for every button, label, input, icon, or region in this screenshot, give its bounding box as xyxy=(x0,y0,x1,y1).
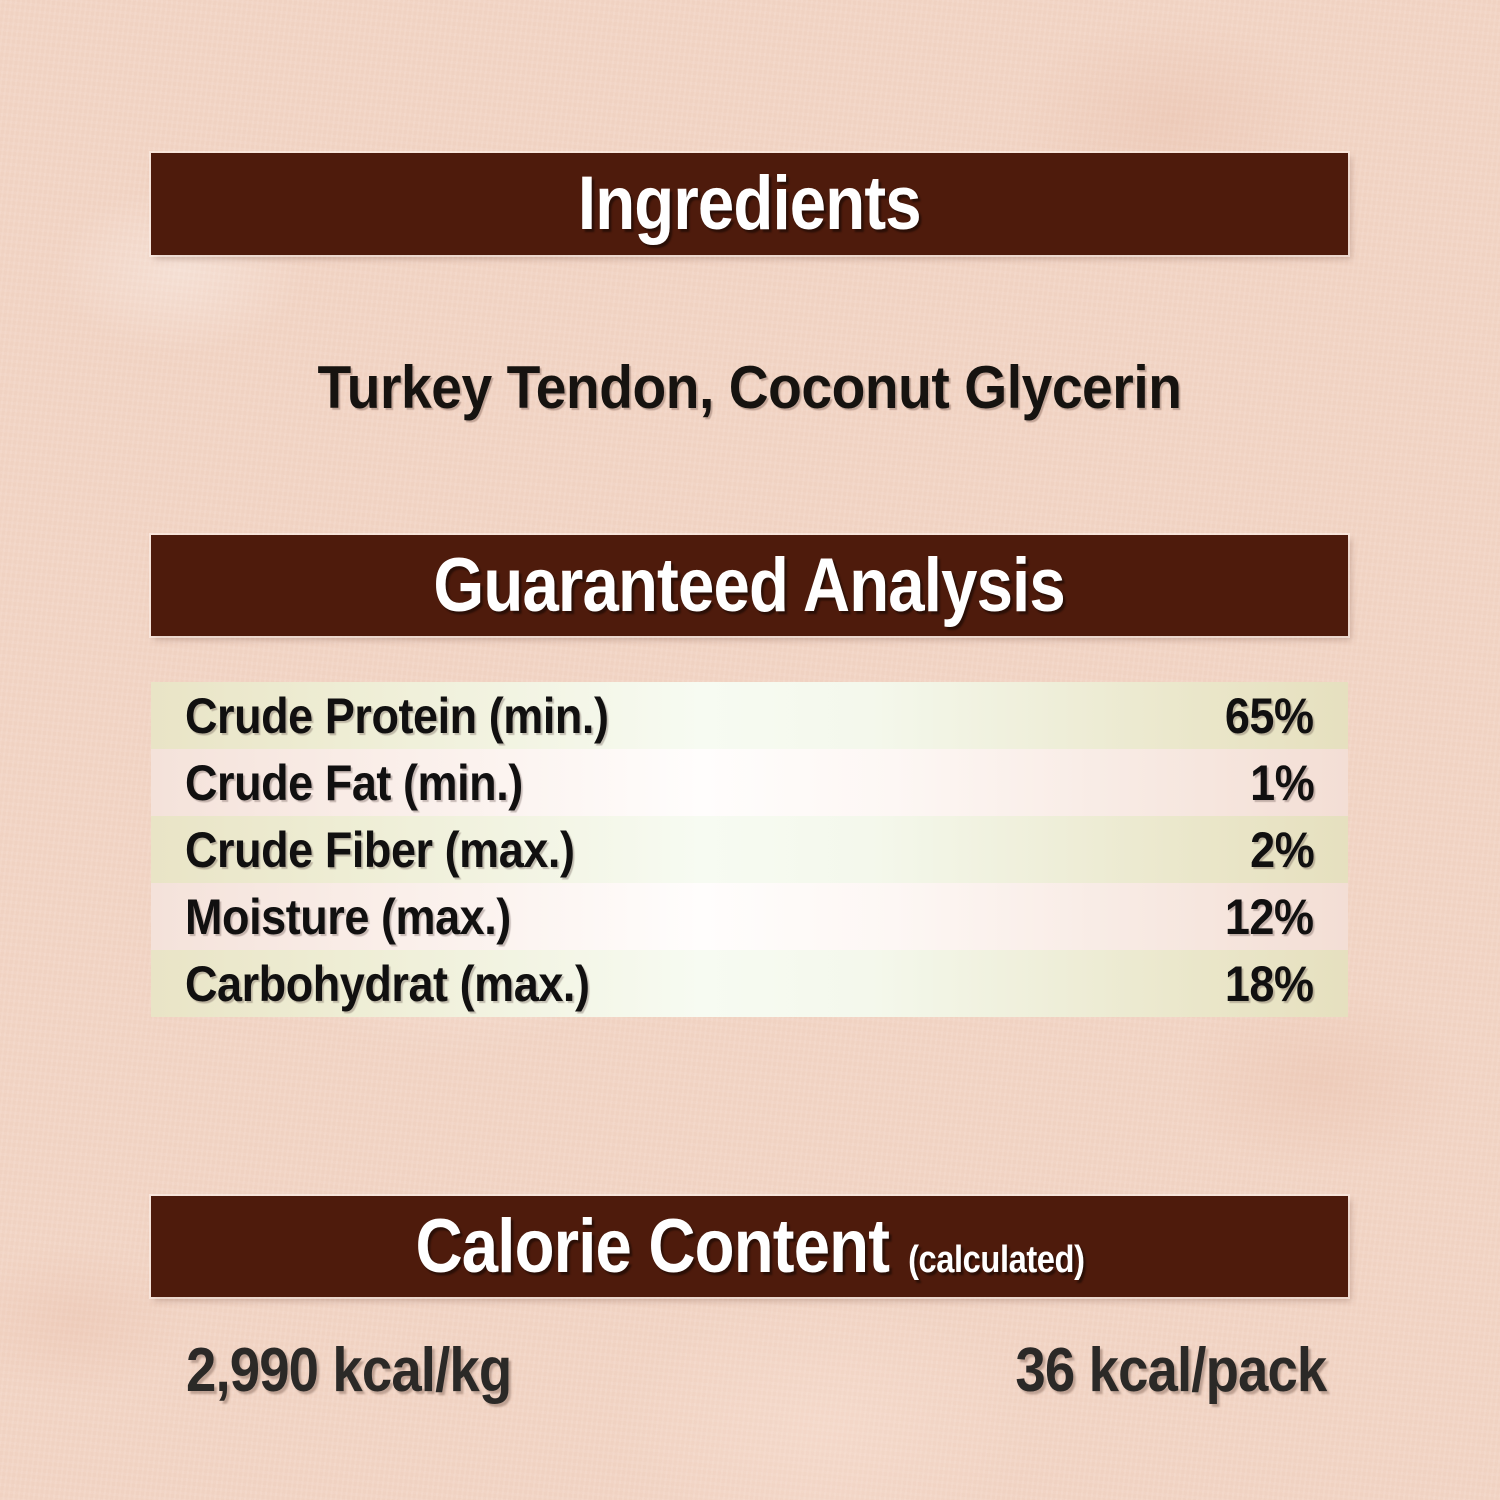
analysis-nutrient-value: 2% xyxy=(1249,821,1315,878)
guaranteed-analysis-heading-banner: Guaranteed Analysis xyxy=(151,535,1348,636)
table-row: Moisture (max.) 12% xyxy=(151,883,1348,950)
analysis-nutrient-label: Moisture (max.) xyxy=(185,888,511,945)
calorie-content-heading-text: Calorie Content (calculated) xyxy=(415,1208,1085,1285)
analysis-nutrient-value: 1% xyxy=(1249,754,1315,811)
analysis-nutrient-label: Crude Fiber (max.) xyxy=(185,821,575,878)
calorie-per-kilogram-value: 2,990 kcal/kg xyxy=(186,1336,512,1405)
table-row: Crude Fiber (max.) 2% xyxy=(151,816,1348,883)
table-row: Crude Fat (min.) 1% xyxy=(151,749,1348,816)
analysis-nutrient-value: 18% xyxy=(1225,955,1314,1012)
ingredients-list-text: Turkey Tendon, Coconut Glycerin xyxy=(317,354,1182,421)
ingredients-heading-banner: Ingredients xyxy=(151,153,1348,255)
calorie-content-heading-main: Calorie Content xyxy=(414,1203,890,1289)
ingredients-heading-text: Ingredients xyxy=(578,161,922,246)
calorie-values-row: 2,990 kcal/kg 36 kcal/pack xyxy=(151,1340,1361,1402)
analysis-nutrient-label: Crude Fat (min.) xyxy=(185,754,523,811)
guaranteed-analysis-heading-text: Guaranteed Analysis xyxy=(433,542,1066,628)
calorie-content-heading-banner: Calorie Content (calculated) xyxy=(151,1196,1348,1297)
table-row: Carbohydrat (max.) 18% xyxy=(151,950,1348,1017)
analysis-nutrient-label: Carbohydrat (max.) xyxy=(185,955,590,1012)
analysis-nutrient-value: 12% xyxy=(1225,888,1314,945)
calorie-per-pack-value: 36 kcal/pack xyxy=(1015,1336,1327,1405)
analysis-nutrient-value: 65% xyxy=(1225,687,1314,744)
table-row: Crude Protein (min.) 65% xyxy=(151,682,1348,749)
calorie-content-calculated-note: (calculated) xyxy=(907,1238,1085,1281)
guaranteed-analysis-table: Crude Protein (min.) 65% Crude Fat (min.… xyxy=(151,682,1348,1017)
analysis-nutrient-label: Crude Protein (min.) xyxy=(185,687,609,744)
